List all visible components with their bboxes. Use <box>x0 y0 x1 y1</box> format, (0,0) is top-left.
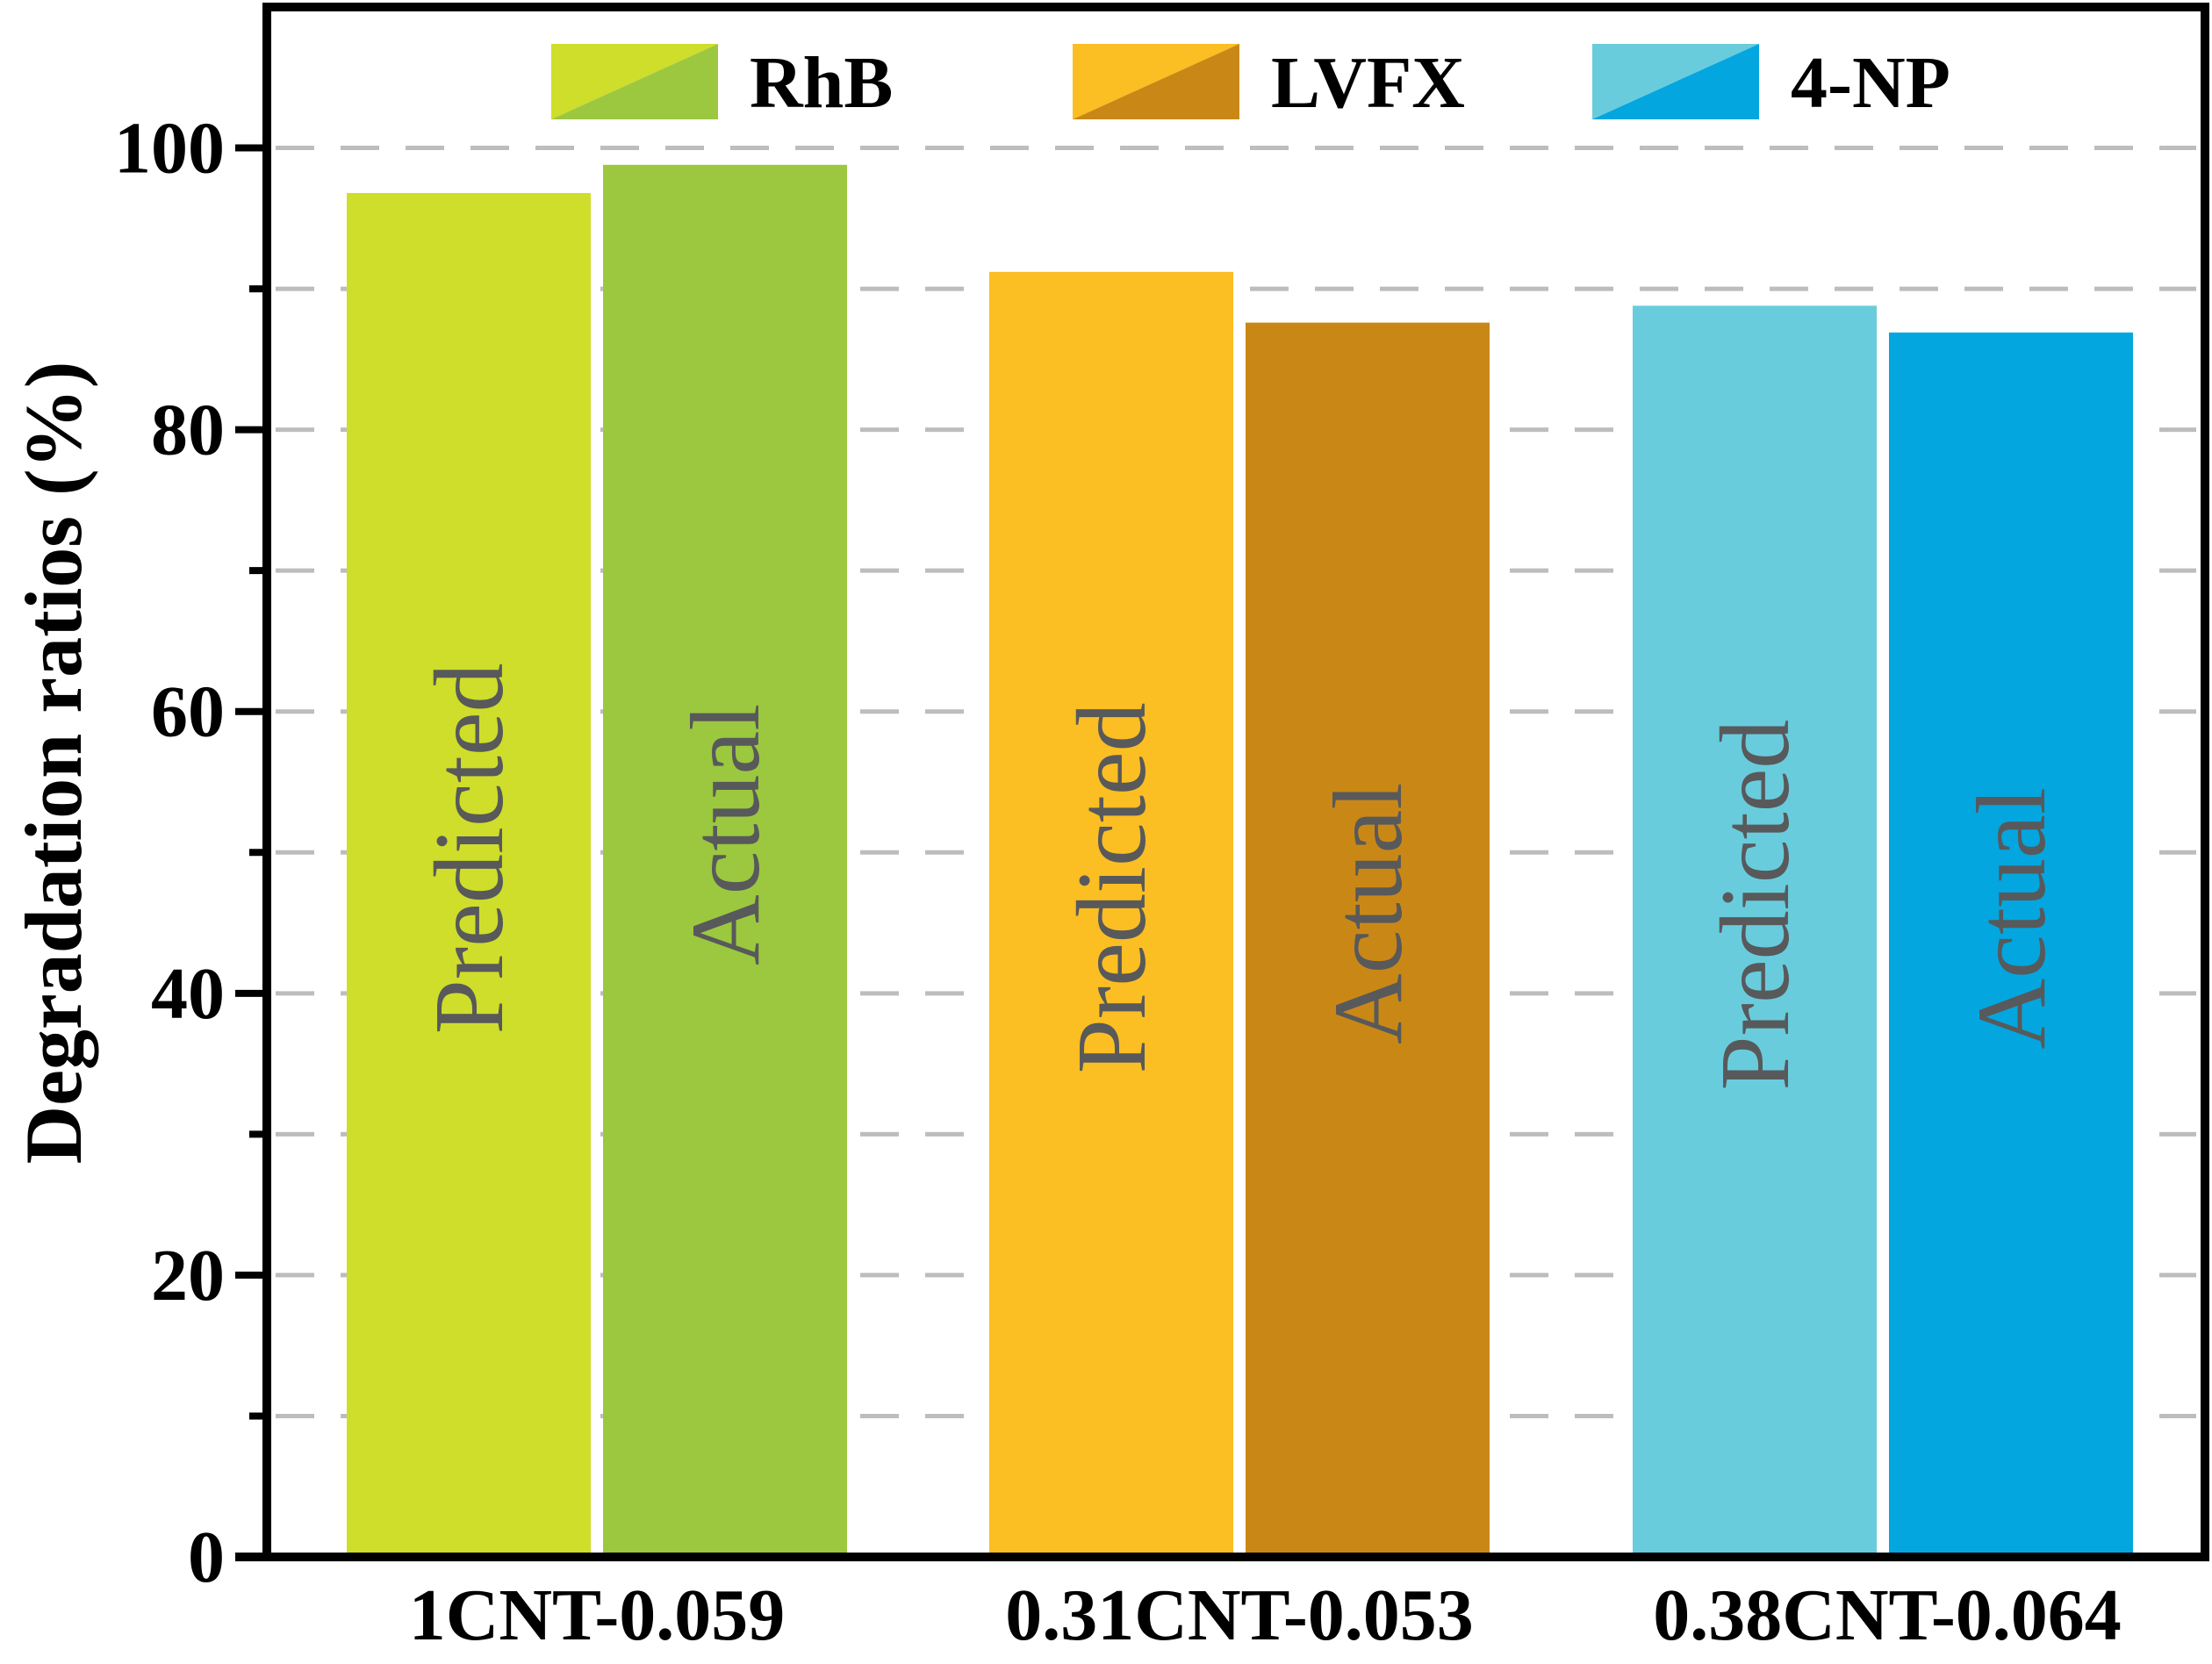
y-tick-label: 100 <box>114 108 225 190</box>
x-tick-label: 1CNT-0.059 <box>409 1574 786 1656</box>
legend-label: LVFX <box>1271 42 1465 124</box>
y-tick-label: 60 <box>151 671 225 753</box>
bar-4-np-actual <box>1889 332 2133 1557</box>
bar-label: Actual <box>672 704 780 966</box>
bar-label: Predicted <box>415 663 524 1034</box>
bar-label: Predicted <box>1701 720 1810 1091</box>
y-tick-label: 80 <box>151 390 225 471</box>
x-tick-label: 0.31CNT-0.053 <box>1005 1574 1474 1656</box>
y-tick-label: 0 <box>188 1517 225 1598</box>
x-tick-label: 0.38CNT-0.064 <box>1653 1574 2122 1656</box>
bar-rhb-actual <box>603 164 847 1557</box>
legend-label: 4-NP <box>1791 42 1950 124</box>
bar-lvfx-actual <box>1246 322 1490 1557</box>
legend-swatch-rhb-actual <box>551 44 718 119</box>
bar-label: Actual <box>1957 787 2066 1050</box>
y-tick-label: 40 <box>151 953 225 1035</box>
legend-label: RhB <box>750 42 893 124</box>
bar-label: Predicted <box>1058 702 1167 1073</box>
legend-swatch-4-np-actual <box>1592 44 1759 119</box>
y-axis-title: Degradation ratios (%) <box>9 362 98 1165</box>
y-tick-label: 20 <box>151 1235 225 1316</box>
legend-swatch-lvfx-actual <box>1073 44 1239 119</box>
bar-rhb-predicted <box>347 192 591 1557</box>
bar-label: Actual <box>1314 783 1423 1045</box>
bar-4-np-predicted <box>1633 305 1877 1558</box>
bar-lvfx-predicted <box>989 271 1233 1557</box>
